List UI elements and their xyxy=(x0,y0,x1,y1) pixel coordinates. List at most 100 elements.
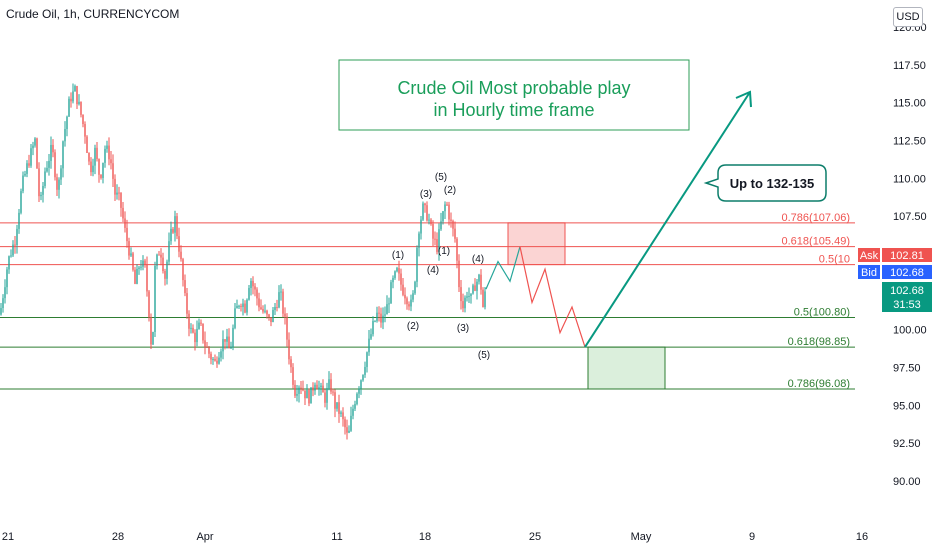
candle-body xyxy=(74,86,76,92)
fib-label-lower: 0.5(100.80) xyxy=(794,307,850,319)
candle-body xyxy=(294,384,296,396)
candle-body xyxy=(354,404,356,409)
candle-body xyxy=(10,255,12,257)
candle-body xyxy=(408,304,410,307)
candle-body xyxy=(278,292,280,308)
candle-body xyxy=(320,385,322,388)
candle-body xyxy=(14,244,16,246)
target-callout[interactable]: Up to 132-135 xyxy=(703,164,827,202)
candle-body xyxy=(234,308,236,328)
annotation-box[interactable]: Crude Oil Most probable play in Hourly t… xyxy=(338,59,690,131)
candle-body xyxy=(56,177,58,190)
candle-body xyxy=(410,299,412,307)
candle-body xyxy=(108,145,110,160)
candle-body xyxy=(138,267,140,269)
candle-body xyxy=(372,321,374,335)
candle-body xyxy=(70,98,72,102)
candle-body xyxy=(212,358,214,360)
candle-body xyxy=(86,136,88,154)
candle-body xyxy=(164,271,166,279)
candle-body xyxy=(76,86,78,105)
candle-body xyxy=(268,314,270,318)
callout-text: Up to 132-135 xyxy=(730,176,815,191)
candle-body xyxy=(170,228,172,242)
x-tick-label: May xyxy=(631,531,652,543)
candle-body xyxy=(252,280,254,287)
candle-body xyxy=(118,192,120,194)
x-tick-label: 25 xyxy=(529,531,541,543)
time-axis[interactable]: 21 28 Apr 11 18 25 May 9 16 xyxy=(2,531,868,543)
candle-body xyxy=(376,312,378,321)
y-tick-label: 90.00 xyxy=(893,476,921,488)
fib-label-lower: 0.786(96.08) xyxy=(788,378,850,390)
candle-body xyxy=(220,351,222,358)
bid-label: Bid xyxy=(861,267,877,279)
candle-body xyxy=(444,204,446,212)
candle-body xyxy=(132,253,134,270)
candle-body xyxy=(182,259,184,281)
candle-body xyxy=(196,328,198,343)
candle-body xyxy=(40,194,42,197)
fib-label-upper: 0.5(10 xyxy=(819,254,850,266)
candle-body xyxy=(478,274,480,282)
x-tick-label: 18 xyxy=(419,531,431,543)
candle-body xyxy=(432,224,434,239)
candle-body xyxy=(0,308,2,315)
x-tick-label: Apr xyxy=(196,531,213,543)
candle-body xyxy=(368,338,370,353)
candle-body xyxy=(282,291,284,314)
candle-body xyxy=(382,315,384,323)
candle-body xyxy=(440,221,442,230)
candle-body xyxy=(176,216,178,237)
last-price-tag: 102.68 31:53 xyxy=(882,282,932,312)
candle-body xyxy=(2,298,4,309)
candle-body xyxy=(216,360,218,364)
candle-body xyxy=(448,204,450,220)
candle-body xyxy=(146,264,148,292)
candle-body xyxy=(112,163,114,179)
candle-body xyxy=(274,307,276,310)
target-zones xyxy=(507,222,666,390)
candle-body xyxy=(378,312,380,314)
candle-body xyxy=(384,314,386,316)
candle-body xyxy=(418,233,420,248)
candle-body xyxy=(466,296,468,298)
candle-body xyxy=(402,284,404,295)
candle-body xyxy=(72,91,74,102)
candle-body xyxy=(296,393,298,396)
candle-body xyxy=(106,145,108,149)
wave-label: (3) xyxy=(457,323,469,334)
candle-body xyxy=(322,385,324,393)
candle-body xyxy=(110,159,112,164)
candle-body xyxy=(34,138,36,146)
candle-body xyxy=(420,219,422,234)
candle-body xyxy=(396,268,398,272)
candle-body xyxy=(224,339,226,342)
candle-body xyxy=(124,218,126,228)
candle-body xyxy=(22,175,24,192)
candle-body xyxy=(482,289,484,308)
fib-label-lower: 0.618(98.85) xyxy=(788,336,850,348)
ask-label: Ask xyxy=(860,250,879,262)
candle-body xyxy=(284,313,286,317)
candle-body xyxy=(98,159,100,175)
last-price-value: 102.68 xyxy=(890,285,924,297)
candle-body xyxy=(194,332,196,343)
y-tick-label: 112.50 xyxy=(893,136,926,148)
fib-label-upper: 0.786(107.06) xyxy=(782,212,851,224)
bar-countdown: 31:53 xyxy=(893,299,921,311)
candle-body xyxy=(62,141,64,169)
candle-body xyxy=(334,392,336,409)
candle-body xyxy=(358,388,360,394)
candle-body xyxy=(174,216,176,233)
candle-body xyxy=(38,168,40,197)
candle-body xyxy=(276,307,278,309)
currency-button[interactable]: USD xyxy=(893,7,923,27)
candle-body xyxy=(206,346,208,348)
candle-body xyxy=(78,101,80,105)
candle-body xyxy=(28,163,30,166)
candle-body xyxy=(134,269,136,284)
candle-body xyxy=(114,178,116,195)
candle-body xyxy=(310,387,312,404)
